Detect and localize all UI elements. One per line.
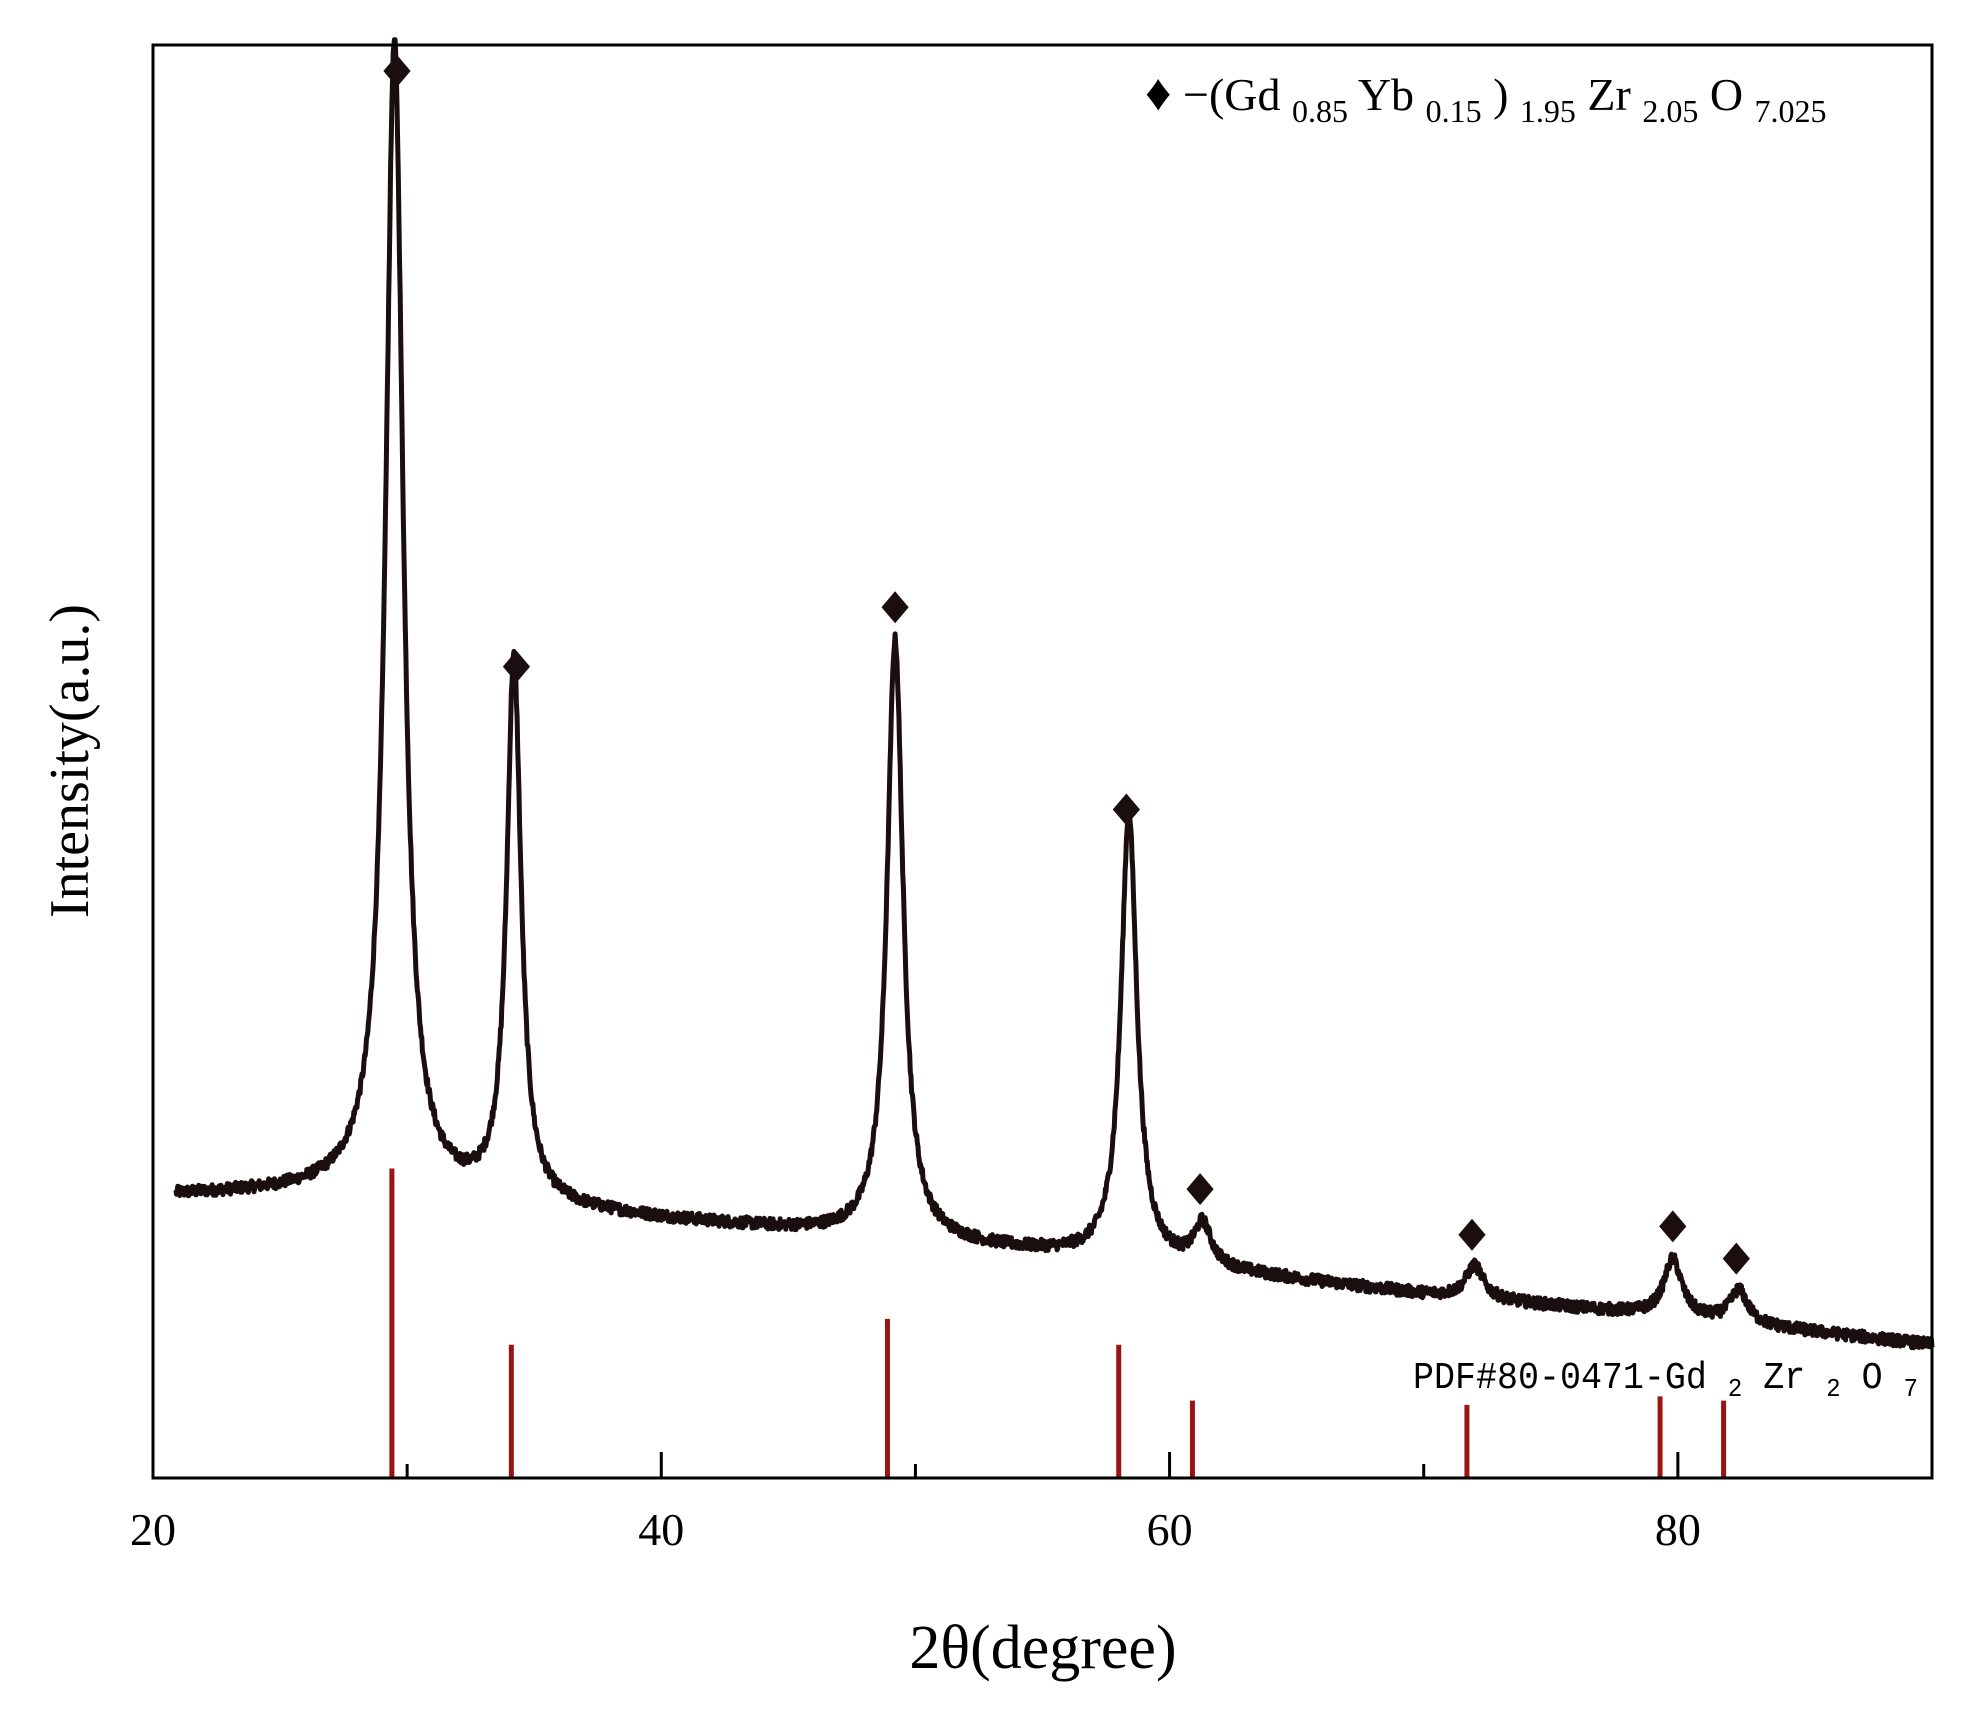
- legend-mid-2: ): [1493, 69, 1508, 120]
- peak-marker-diamond-icon: [502, 650, 531, 683]
- reference-label-mid-1: Zr: [1763, 1357, 1805, 1400]
- peak-marker-diamond-icon: [1659, 1210, 1687, 1243]
- x-tick-label: 20: [130, 1504, 176, 1555]
- peak-marker-diamond-icon: [1112, 793, 1140, 826]
- peak-marker-diamond-icon: [1458, 1218, 1486, 1251]
- legend-mid-4: O: [1710, 69, 1743, 120]
- x-axis-ticks: [151, 1452, 1680, 1478]
- legend-mid-3: Zr: [1587, 69, 1630, 120]
- reference-label-text: PDF#80-0471-Gd 2 Zr 2 O 7: [1413, 1357, 1918, 1408]
- x-tick-labels: 20 40 60 80: [130, 1504, 1701, 1555]
- legend-sub-2: 0.15: [1426, 93, 1482, 129]
- peak-marker-diamond-icon: [881, 591, 909, 624]
- reference-label-sub-1: 2: [1728, 1374, 1742, 1404]
- x-tick-label: 40: [638, 1504, 684, 1555]
- peak-marker-diamond-icon: [383, 54, 411, 87]
- x-axis-label: 2θ(degree): [909, 1614, 1176, 1682]
- reference-label: PDF#80-0471-Gd 2 Zr 2 O 7: [1413, 1357, 1918, 1408]
- reference-label-sub-3: 7: [1904, 1374, 1918, 1404]
- legend-mid-1: Yb: [1358, 69, 1414, 120]
- legend-text: ♦ −(Gd 0.85 Yb 0.15 ) 1.95 Zr 2.05 O 7.0…: [1145, 65, 1827, 132]
- peak-marker-diamond-icon: [1186, 1173, 1214, 1206]
- legend-sub-1: 0.85: [1292, 93, 1348, 129]
- reference-label-prefix: PDF#80-0471-Gd: [1413, 1357, 1707, 1400]
- series-line-xrd-pattern: [173, 37, 1935, 1351]
- legend-prefix: −(Gd: [1183, 69, 1280, 120]
- peak-markers: [383, 54, 1750, 1275]
- legend-sub-5: 7.025: [1755, 93, 1827, 129]
- x-tick-label: 60: [1147, 1504, 1193, 1555]
- legend-marker-diamond-icon: ♦: [1145, 65, 1172, 122]
- plot-frame: [151, 43, 1934, 1480]
- reference-label-mid-2: O: [1862, 1357, 1883, 1400]
- legend-sub-4: 2.05: [1642, 93, 1698, 129]
- legend: ♦ −(Gd 0.85 Yb 0.15 ) 1.95 Zr 2.05 O 7.0…: [1145, 65, 1827, 132]
- x-tick-label: 80: [1655, 1504, 1701, 1555]
- legend-sub-3: 1.95: [1520, 93, 1576, 129]
- y-axis-label: Intensity(a.u.): [39, 604, 101, 918]
- reference-label-sub-2: 2: [1826, 1374, 1840, 1404]
- peak-marker-diamond-icon: [1722, 1242, 1750, 1275]
- reference-lines: [389, 1168, 1727, 1478]
